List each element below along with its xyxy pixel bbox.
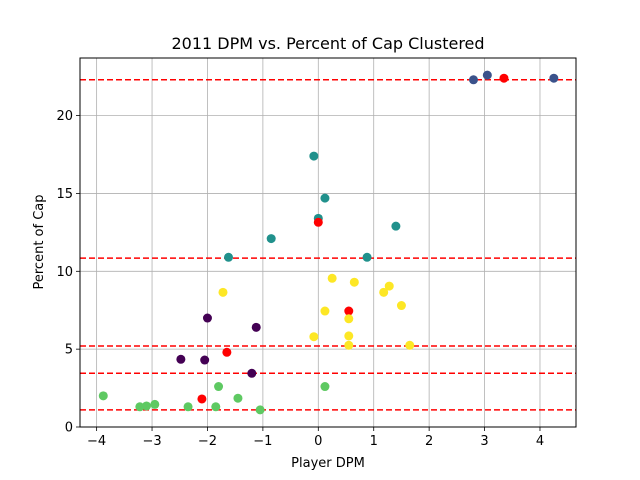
data-point bbox=[362, 252, 372, 262]
data-point bbox=[200, 355, 210, 365]
x-tick-label: 3 bbox=[480, 434, 488, 449]
y-tick-label: 0 bbox=[65, 421, 73, 436]
x-tick-label: 0 bbox=[314, 434, 322, 449]
threshold-lines bbox=[80, 79, 576, 411]
x-tick-label: −2 bbox=[198, 434, 217, 449]
x-tick-label: 4 bbox=[536, 434, 544, 449]
data-point bbox=[222, 347, 232, 357]
y-axis-label: Percent of Cap bbox=[32, 194, 47, 289]
data-point bbox=[211, 402, 221, 412]
chart-title: 2011 DPM vs. Percent of Cap Clustered bbox=[171, 34, 484, 53]
data-point bbox=[176, 354, 186, 364]
data-point bbox=[142, 401, 152, 411]
data-point bbox=[468, 75, 478, 85]
x-tick-label: −1 bbox=[253, 434, 272, 449]
data-point bbox=[396, 301, 406, 311]
data-point bbox=[183, 402, 193, 412]
data-point bbox=[349, 277, 359, 287]
data-point bbox=[327, 273, 337, 283]
data-point bbox=[379, 287, 389, 297]
x-axis-label: Player DPM bbox=[291, 456, 365, 471]
x-tick-label: 2 bbox=[425, 434, 433, 449]
y-tick-label: 10 bbox=[56, 265, 73, 280]
data-point bbox=[135, 402, 145, 412]
data-point bbox=[224, 252, 234, 262]
y-tick-label: 15 bbox=[56, 187, 73, 202]
data-point bbox=[218, 287, 228, 297]
data-point bbox=[251, 322, 261, 332]
x-axis-ticks: −4 −3 −2 −1 0 1 2 3 4 bbox=[87, 427, 544, 449]
data-point bbox=[320, 306, 330, 316]
y-tick-label: 5 bbox=[65, 343, 73, 358]
data-point bbox=[309, 332, 319, 342]
data-point bbox=[313, 217, 323, 227]
data-point bbox=[344, 314, 354, 324]
data-point bbox=[320, 382, 330, 392]
y-tick-label: 20 bbox=[56, 109, 73, 124]
data-points bbox=[98, 70, 559, 415]
x-tick-label: −4 bbox=[87, 434, 106, 449]
data-point bbox=[202, 313, 212, 323]
data-point bbox=[344, 306, 354, 316]
data-point bbox=[233, 393, 243, 403]
data-point bbox=[255, 405, 265, 415]
data-point bbox=[482, 70, 492, 80]
data-point bbox=[98, 391, 108, 401]
data-point bbox=[247, 368, 257, 378]
data-point bbox=[320, 193, 330, 203]
data-point bbox=[344, 340, 354, 350]
data-point bbox=[150, 399, 160, 409]
y-axis-ticks: 0 5 10 15 20 bbox=[56, 109, 80, 436]
grid-lines bbox=[80, 58, 576, 428]
data-point bbox=[405, 340, 415, 350]
data-point bbox=[266, 234, 276, 244]
data-point bbox=[499, 73, 509, 83]
data-point bbox=[214, 382, 224, 392]
data-point bbox=[197, 394, 207, 404]
data-point bbox=[384, 281, 394, 291]
data-point bbox=[309, 151, 319, 161]
x-tick-label: −3 bbox=[142, 434, 161, 449]
plot-frame bbox=[79, 57, 577, 428]
x-tick-label: 1 bbox=[370, 434, 378, 449]
data-point bbox=[344, 331, 354, 341]
data-point bbox=[391, 221, 401, 231]
data-point bbox=[549, 73, 559, 83]
